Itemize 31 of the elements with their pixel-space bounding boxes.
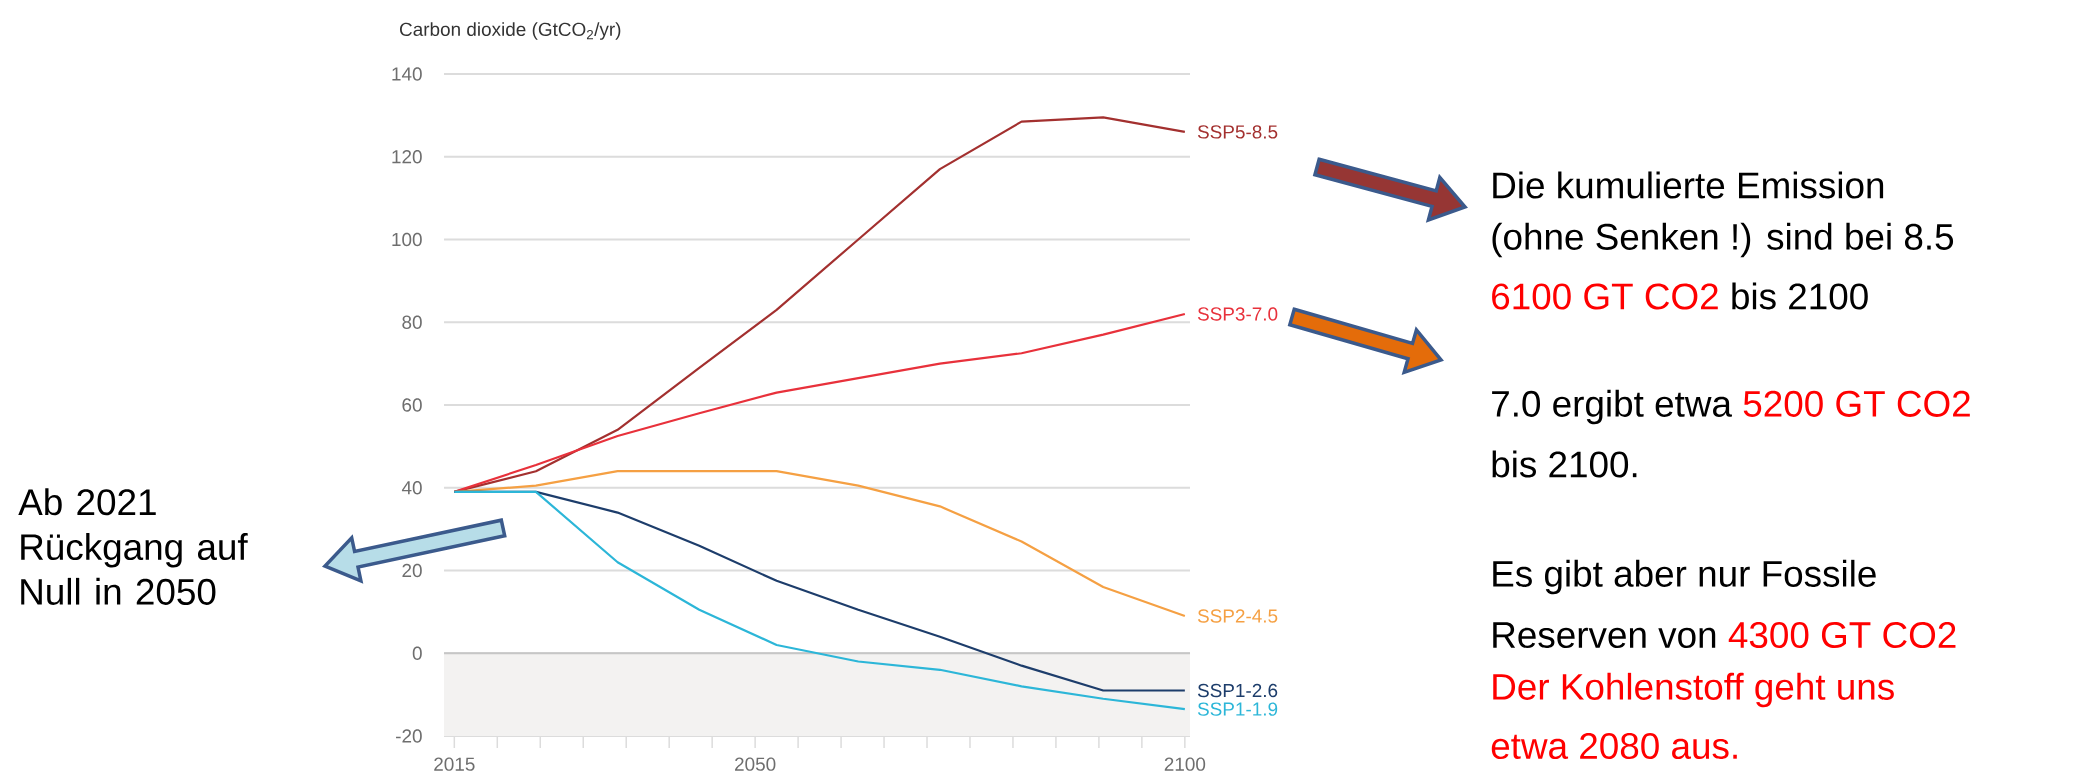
- text: Die kumulierte Emission: [1493, 171, 1884, 199]
- series-label: SSP2-4.5: [1197, 609, 1278, 623]
- text: Der Kohlenstoff geht uns: [1493, 672, 1894, 708]
- y-tick-label: 100: [392, 232, 422, 247]
- y-tick-label: 40: [401, 481, 422, 495]
- text: bis 2100: [1732, 282, 1868, 310]
- y-tick-label: -20: [396, 729, 422, 743]
- y-tick-label: 0: [412, 646, 422, 660]
- text: Es gibt aber nur Fossile: [1493, 559, 1876, 595]
- text: bis 2100.: [1492, 450, 1637, 478]
- text: (ohne Senken !) sind bei 8.5: [1492, 222, 1954, 258]
- y-tick-label: 120: [392, 150, 422, 164]
- text: Reserven von: [1493, 622, 1716, 649]
- series-label: SSP1-1.9: [1197, 702, 1278, 716]
- y-tick-label: 20: [402, 563, 422, 578]
- text: etwa 2080 aus.: [1491, 732, 1737, 760]
- text: 6100 GT CO2: [1492, 283, 1718, 310]
- y-tick-label: 60: [402, 398, 422, 412]
- text: 4300 GT CO2: [1728, 621, 1956, 649]
- x-tick-label: 2015: [434, 757, 475, 771]
- text: 5200 GT CO2: [1743, 390, 1970, 417]
- text: 7.0 ergibt etwa: [1492, 389, 1732, 425]
- series-label: SSP3-7.0: [1197, 307, 1278, 321]
- series-label: SSP5-8.5: [1197, 125, 1278, 139]
- x-tick-label: 2050: [735, 757, 776, 771]
- y-tick-label: 140: [392, 67, 422, 81]
- y-axis-title: Carbon dioxide (GtCO$_{2}$/yr): [399, 22, 621, 40]
- y-tick-label: 80: [402, 315, 422, 329]
- series-label: SSP1-2.6: [1197, 683, 1278, 698]
- text: Ab 2021 Rückgang auf Null in 2050: [18, 488, 248, 605]
- x-tick-label: 2100: [1164, 757, 1206, 771]
